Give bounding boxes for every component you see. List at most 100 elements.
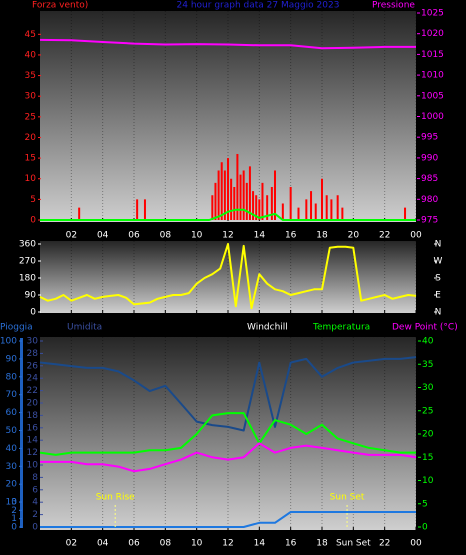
- x-tick-label: 04: [97, 539, 109, 549]
- x-tick-label: 22: [379, 539, 390, 549]
- y-tick-label: 20: [27, 399, 39, 409]
- bar: [211, 195, 214, 220]
- bar: [297, 207, 300, 220]
- series-line: [40, 511, 416, 528]
- y-tick-label: 995: [421, 133, 438, 143]
- y-tick-label: 40: [25, 50, 37, 60]
- y-tick-label: 3: [11, 498, 17, 508]
- y-tick-label: 5: [422, 499, 428, 509]
- bar: [239, 174, 242, 220]
- y-tick-label: E: [435, 291, 441, 301]
- y-tick-label: 70: [6, 390, 18, 400]
- y-tick-label: 6: [32, 485, 38, 495]
- y-tick-label: 10: [27, 461, 39, 471]
- y-tick-label: 10: [25, 174, 37, 184]
- y-tick-label: 270: [19, 257, 36, 267]
- y-tick-label: 5: [30, 195, 36, 205]
- y-tick-label: 30: [422, 383, 434, 393]
- y-tick-label: 0: [30, 308, 36, 318]
- y-tick-label: 0: [422, 523, 428, 533]
- y-tick-label: 2: [11, 506, 17, 516]
- bar: [78, 207, 81, 220]
- y-tick-label: 1025: [421, 9, 444, 19]
- x-tick-label: 14: [254, 231, 266, 241]
- y-tick-label: 16: [27, 423, 39, 433]
- rain-axis-bar: [20, 338, 23, 528]
- bar: [266, 195, 269, 220]
- x-tick-label: 00: [410, 539, 422, 549]
- y-tick-label: 18: [27, 411, 39, 421]
- y-tick-label: 985: [421, 174, 438, 184]
- x-tick-label: 14: [254, 539, 266, 549]
- y-tick-label: 60: [6, 408, 18, 418]
- x-tick-label: 04: [97, 231, 109, 241]
- bar: [252, 191, 255, 220]
- bar: [321, 178, 323, 220]
- y-tick-label: W: [434, 257, 443, 267]
- x-tick-label: 22: [379, 231, 390, 241]
- bar: [289, 186, 292, 220]
- y-tick-label: 40: [6, 444, 18, 454]
- y-tick-label: 35: [422, 360, 433, 370]
- y-tick-label: 40: [422, 337, 434, 347]
- x-tick-label: 06: [128, 539, 140, 549]
- x-tick-label: 20: [348, 231, 360, 241]
- y-tick-label: 45: [25, 30, 36, 40]
- series-line: [39, 38, 416, 50]
- bar: [270, 186, 273, 220]
- x-tick-label: 08: [160, 539, 172, 549]
- bar: [220, 162, 223, 220]
- series-line: [39, 356, 417, 432]
- y-tick-label: N: [435, 308, 442, 318]
- x-tick-label: 18: [316, 539, 328, 549]
- series-line: [40, 208, 416, 221]
- y-tick-label: 90: [25, 291, 37, 301]
- x-tick-label: 08: [160, 231, 172, 241]
- y-tick-label: 15: [25, 154, 36, 164]
- y-tick-label: 30: [27, 337, 39, 347]
- x-tick-label: 18: [316, 231, 328, 241]
- y-tick-label: 25: [422, 406, 433, 416]
- bar: [242, 170, 245, 220]
- plot-area: [40, 337, 416, 530]
- x-tick-label: 00: [410, 231, 422, 241]
- y2-axis-title: Pressione: [372, 1, 415, 11]
- legend-label: Windchill: [247, 323, 288, 333]
- bar: [248, 166, 251, 220]
- y-tick-label: 1005: [421, 91, 444, 101]
- legend-label: Temperatura: [312, 323, 370, 333]
- bar: [258, 199, 261, 220]
- x-tick-label: 12: [222, 539, 233, 549]
- bar: [136, 199, 139, 220]
- x-tick-label: 12: [222, 231, 233, 241]
- y-tick-label: 10: [6, 498, 18, 508]
- y-tick-label: 360: [19, 240, 36, 250]
- y-tick-label: 20: [422, 430, 434, 440]
- y-tick-label: 1000: [421, 112, 444, 122]
- bar: [274, 170, 276, 220]
- y-tick-label: 12: [27, 448, 38, 458]
- y-tick-label: N: [435, 240, 442, 250]
- y-tick-label: 0: [11, 523, 17, 533]
- bar: [227, 158, 229, 220]
- bar: [217, 170, 220, 220]
- y-tick-label: 20: [6, 480, 18, 490]
- bar: [143, 199, 146, 220]
- bar: [236, 153, 239, 220]
- y-tick-label: S: [435, 274, 441, 284]
- bar: [281, 203, 284, 220]
- y-tick-label: 22: [27, 386, 38, 396]
- y-tick-label: 10: [422, 476, 434, 486]
- bar: [245, 182, 248, 220]
- x-tick-label: 10: [191, 231, 203, 241]
- y-tick-label: 20: [25, 133, 37, 143]
- y-tick-label: 24: [27, 374, 39, 384]
- legend-label: Umidita: [67, 323, 102, 333]
- y-tick-label: 100: [0, 337, 17, 347]
- y-tick-label: 25: [25, 112, 36, 122]
- annotation-label: Sun Rise: [96, 493, 135, 503]
- y-tick-label: 4: [32, 498, 38, 508]
- bar: [330, 199, 333, 220]
